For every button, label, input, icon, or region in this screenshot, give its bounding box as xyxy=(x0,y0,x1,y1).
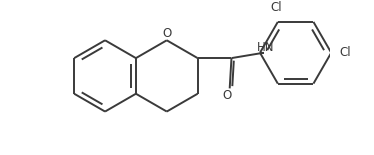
Text: O: O xyxy=(162,27,171,40)
Text: O: O xyxy=(223,89,232,102)
Text: Cl: Cl xyxy=(339,46,351,59)
Text: Cl: Cl xyxy=(270,1,282,14)
Text: HN: HN xyxy=(257,41,274,54)
